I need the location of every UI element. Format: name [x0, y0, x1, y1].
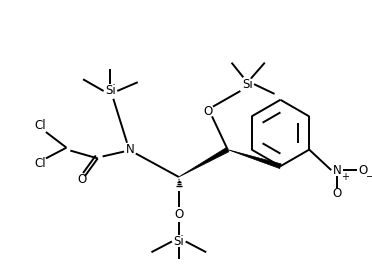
Text: Si: Si [242, 78, 253, 91]
Polygon shape [179, 147, 229, 177]
Polygon shape [228, 149, 281, 169]
Text: Si: Si [173, 235, 184, 248]
Text: O: O [203, 105, 213, 118]
Text: N: N [333, 164, 341, 177]
Text: N: N [126, 143, 134, 156]
Text: Cl: Cl [34, 119, 46, 132]
Text: +: + [341, 172, 349, 182]
Text: O: O [333, 187, 342, 200]
Text: −: − [366, 172, 372, 182]
Text: Cl: Cl [34, 157, 46, 170]
Text: Si: Si [105, 85, 116, 97]
Text: O: O [77, 173, 87, 186]
Text: O: O [174, 207, 183, 221]
Text: O: O [358, 164, 367, 177]
